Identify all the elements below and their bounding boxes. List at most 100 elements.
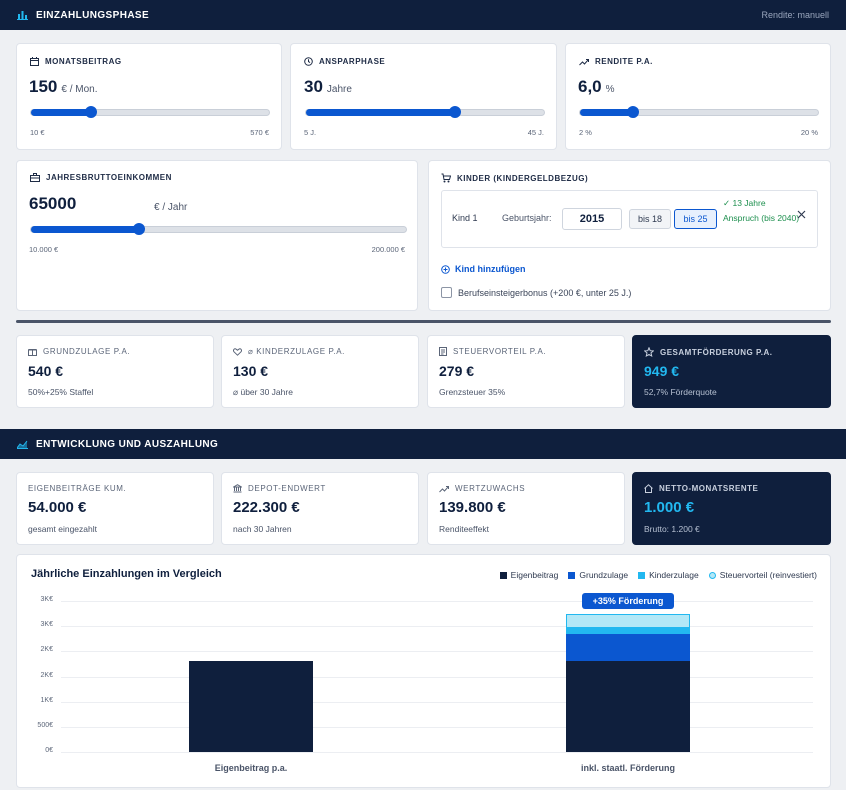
- kinder-label: KINDER (KINDERGELDBEZUG): [457, 173, 589, 183]
- x-tick-label: inkl. staatl. Förderung: [580, 763, 675, 773]
- receipt-icon: [439, 347, 447, 356]
- einkommen-slider[interactable]: [30, 223, 407, 235]
- slider-max: 20 %: [800, 128, 818, 137]
- chart-legend: Eigenbeitrag Grundzulage Kinderzulage St…: [499, 570, 817, 580]
- bar-eigenbeitrag[interactable]: [189, 661, 313, 752]
- clock-icon: [304, 57, 313, 66]
- calendar-icon: [30, 57, 39, 66]
- geburtsjahr-input[interactable]: 2015: [562, 208, 622, 230]
- bar-grundzulage[interactable]: [566, 634, 690, 662]
- section-title: ENTWICKLUNG UND AUSZAHLUNG: [36, 438, 219, 450]
- kind-label: Kind 1: [452, 213, 478, 223]
- gridline: [61, 626, 813, 628]
- steuervorteil-label: STEUERVORTEIL P.A.: [453, 347, 547, 356]
- geburtsjahr-label: Geburtsjahr:: [502, 213, 552, 223]
- bis25-button[interactable]: bis 25: [674, 209, 717, 229]
- kinder-card: KINDER (KINDERGELDBEZUG) Kind 1 Geburtsj…: [428, 160, 831, 311]
- legend-item[interactable]: Steuervorteil (reinvestiert): [708, 570, 817, 580]
- slider-thumb[interactable]: [133, 223, 146, 235]
- wertzuwachs-sub: Renditeeffekt: [439, 524, 489, 534]
- gift-icon: [28, 347, 37, 356]
- monatsrente-card: NETTO-MONATSRENTE 1.000 € Brutto: 1.200 …: [632, 472, 831, 545]
- legend-label: Eigenbeitrag: [510, 570, 559, 580]
- plus-circle-icon: [441, 264, 450, 274]
- bar-chart-icon: [17, 10, 28, 20]
- kinderzulage-label: ⌀ KINDERZULAGE P.A.: [248, 347, 345, 356]
- add-kind-button[interactable]: Kind hinzufügen: [441, 264, 525, 274]
- einkommen-value[interactable]: 65000: [29, 194, 77, 213]
- kind-row: Kind 1 Geburtsjahr: 2015 bis 18 bis 25 ✓…: [441, 190, 818, 248]
- slider-min: 5 J.: [304, 128, 317, 137]
- kinderzulage-card: ⌀ KINDERZULAGE P.A. 130 € ⌀ über 30 Jahr…: [221, 335, 419, 408]
- ansparphase-card: ANSPARPHASE 30 Jahre 5 J. 45 J.: [290, 43, 557, 150]
- y-tick-label: 2K€: [40, 646, 53, 654]
- bis18-button[interactable]: bis 18: [629, 209, 671, 229]
- slider-min: 2 %: [579, 128, 592, 137]
- monatsbeitrag-value: 150: [29, 77, 58, 96]
- legend-item[interactable]: Grundzulage: [568, 570, 628, 580]
- steuervorteil-value: 279 €: [439, 363, 475, 379]
- bonus-checkbox[interactable]: [441, 287, 452, 298]
- slider-min: 10.000 €: [29, 245, 59, 254]
- monatsrente-label: NETTO-MONATSRENTE: [659, 484, 759, 493]
- gesamtfoerderung-sub: 52,7% Förderquote: [644, 387, 717, 397]
- slider-thumb[interactable]: [626, 106, 639, 118]
- monatsbeitrag-unit: € / Mon.: [61, 84, 98, 95]
- legend-swatch: [499, 571, 507, 579]
- chart-card: Jährliche Einzahlungen im Vergleich Eige…: [16, 554, 831, 788]
- gesamtfoerderung-value: 949 €: [644, 363, 680, 379]
- slider-max: 45 J.: [527, 128, 544, 137]
- stroller-icon: [441, 173, 451, 183]
- slider-thumb[interactable]: [84, 106, 97, 118]
- einkommen-card: JAHRESBRUTTOEINKOMMEN 65000 € / Jahr 10.…: [16, 160, 418, 311]
- slider-max: 200.000 €: [371, 245, 405, 254]
- grundzulage-value: 540 €: [28, 363, 64, 379]
- legend-label: Steuervorteil (reinvestiert): [719, 570, 817, 580]
- briefcase-icon: [30, 173, 40, 182]
- add-kind-label: Kind hinzufügen: [455, 264, 526, 274]
- steuervorteil-card: STEUERVORTEIL P.A. 279 € Grenzsteuer 35%: [427, 335, 625, 408]
- y-tick-label: 500€: [37, 721, 53, 729]
- bar-eigenbeitrag[interactable]: [566, 661, 690, 752]
- gesamtfoerderung-card: GESAMTFÖRDERUNG P.A. 949 € 52,7% Förderq…: [632, 335, 831, 408]
- monatsrente-sub: Brutto: 1.200 €: [644, 524, 700, 534]
- slider-fill: [31, 226, 140, 233]
- rendite-card: RENDITE P.A. 6,0% 2 % 20 %: [565, 43, 831, 150]
- depot-value: 222.300 €: [233, 499, 300, 516]
- eigenbeitraege-card: EIGENBEITRÄGE KUM. 54.000 € gesamt einge…: [16, 472, 214, 545]
- section-header-einzahlung: EINZAHLUNGSPHASE Rendite: manuell: [0, 0, 846, 30]
- slider-fill: [580, 109, 633, 116]
- depot-sub: nach 30 Jahren: [233, 524, 292, 534]
- slider-thumb[interactable]: [448, 106, 461, 118]
- bar-steuervorteil[interactable]: [566, 613, 690, 628]
- trend-up-icon: [579, 58, 589, 66]
- monatsrente-value: 1.000 €: [644, 499, 695, 516]
- legend-label: Kinderzulage: [649, 570, 699, 580]
- wertzuwachs-value: 139.800 €: [439, 499, 506, 516]
- close-icon[interactable]: [797, 210, 806, 219]
- rendite-slider[interactable]: [579, 106, 819, 118]
- bank-icon: [233, 484, 242, 493]
- slider-max: 570 €: [250, 128, 269, 137]
- eigenbeitraege-value: 54.000 €: [28, 499, 87, 516]
- slider-fill: [31, 109, 91, 116]
- eigenbeitraege-label: EIGENBEITRÄGE KUM.: [28, 484, 127, 493]
- chart-plot: 0€ 500€ 1K€ 2K€ 2K€ 3K€ 3K€ Eigenbeitrag p.a. in…: [27, 592, 822, 783]
- y-tick-label: 2K€: [40, 671, 53, 679]
- y-tick-label: 3K€: [40, 596, 53, 603]
- bar-kinderzulage[interactable]: [566, 627, 690, 635]
- gridline: [61, 601, 813, 602]
- y-tick-label: 3K€: [40, 621, 53, 629]
- legend-swatch: [638, 571, 646, 579]
- legend-item[interactable]: Eigenbeitrag: [499, 570, 559, 580]
- monatsbeitrag-slider[interactable]: [30, 106, 270, 118]
- legend-item[interactable]: Kinderzulage: [638, 570, 699, 580]
- bonus-checkbox-row[interactable]: Berufseinsteigerbonus (+200 €, unter 25 …: [441, 287, 631, 298]
- depot-card: DEPOT-ENDWERT 222.300 € nach 30 Jahren: [221, 472, 419, 545]
- grundzulage-sub: 50%+25% Staffel: [28, 387, 94, 397]
- legend-label: Grundzulage: [579, 570, 629, 580]
- legend-swatch: [708, 571, 716, 579]
- ansparphase-slider[interactable]: [305, 106, 545, 118]
- legend-swatch: [568, 571, 576, 579]
- ansparphase-value: 30: [304, 77, 323, 96]
